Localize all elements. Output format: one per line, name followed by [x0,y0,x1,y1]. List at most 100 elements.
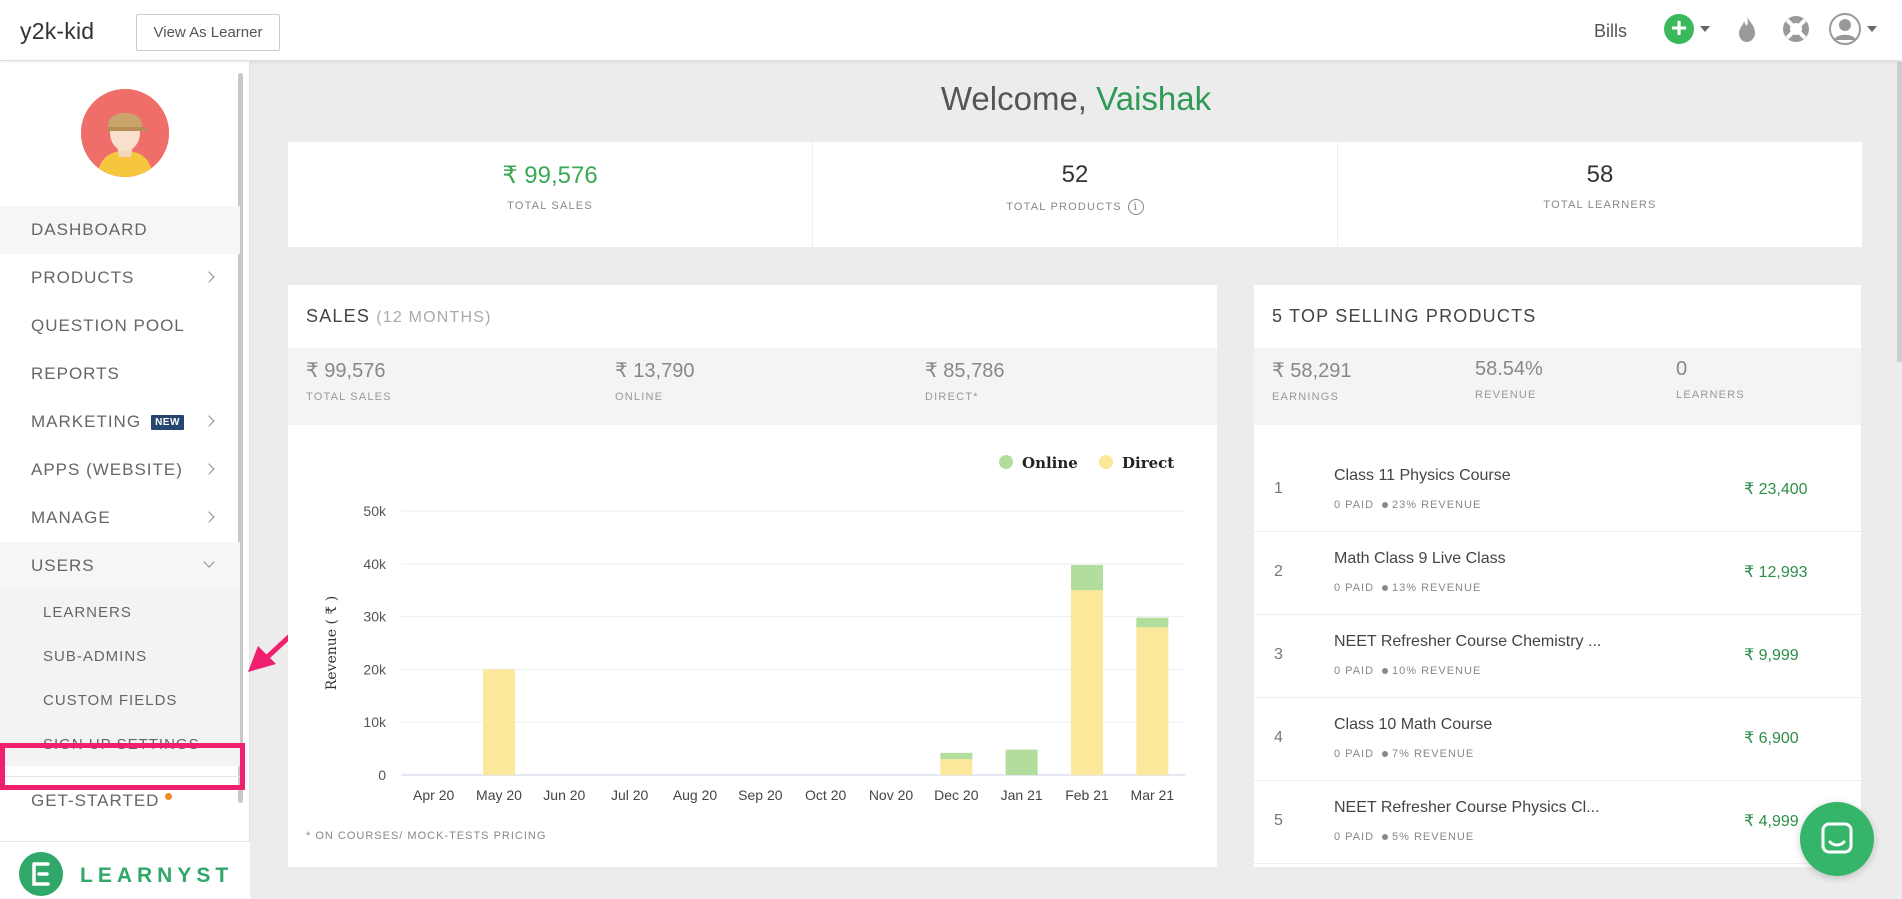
summary-value: ₹ 85,786 [925,360,1005,382]
product-rank: 3 [1274,646,1283,663]
sidebar-item-manage[interactable]: MANAGE [0,494,240,542]
new-badge: NEW [151,414,184,430]
product-revenue: 13% REVENUE [1392,582,1482,594]
learnyst-logo-text: LEARNYST [80,864,234,887]
product-name[interactable]: NEET Refresher Course Physics Cl... [1334,799,1600,816]
product-paid: 0 PAID [1334,748,1375,760]
x-tick-label: Feb 21 [1065,787,1109,803]
dot-icon [1382,751,1389,757]
chat-launcher-button[interactable] [1800,802,1874,876]
bar-direct [940,759,973,775]
product-row[interactable]: 1 Class 11 Physics Course 0 PAID 23% REVE… [1254,450,1861,532]
stat-label: TOTAL LEARNERS [1543,199,1657,211]
product-meta: 0 PAID 5% REVENUE [1334,831,1474,843]
x-tick-label: Mar 21 [1131,787,1175,803]
sales-title: SALES (12 MONTHS) [306,306,492,327]
x-tick-label: Aug 20 [673,787,718,803]
product-row[interactable]: 2 Math Class 9 Live Class 0 PAID 13% REVE… [1254,533,1861,615]
add-menu-button[interactable]: + [1664,14,1710,44]
submenu-item-custom-fields[interactable]: CUSTOM FIELDS [43,691,178,709]
sidebar-item-label: DASHBOARD [31,220,148,239]
product-rank: 5 [1274,812,1283,829]
bar-direct [1071,590,1103,775]
bar-direct [1136,627,1169,775]
product-row[interactable]: 3 NEET Refresher Course Chemistry ... 0 … [1254,616,1861,698]
y-tick-label: 0 [378,767,386,783]
product-revenue: 7% REVENUE [1392,748,1475,760]
caret-down-icon [1867,26,1877,32]
chevron-down-icon [203,556,215,568]
page-scrollbar[interactable] [1897,62,1902,362]
bar-online [1071,564,1103,591]
submenu-item-learners[interactable]: LEARNERS [43,603,132,621]
product-name[interactable]: Class 11 Physics Course [1334,467,1511,484]
product-amount: ₹ 4,999 [1744,813,1799,830]
fire-icon[interactable] [1735,15,1759,43]
bills-link[interactable]: Bills [1594,21,1628,41]
user-menu-button[interactable] [1829,13,1877,45]
sales-subtitle: (12 MONTHS) [376,309,492,326]
sidebar-item-label: MANAGE [31,508,111,527]
product-revenue: 10% REVENUE [1392,665,1482,677]
summary-value: ₹ 13,790 [615,360,695,382]
summary-label: ONLINE [615,391,664,403]
bar-direct [483,669,515,775]
top-selling-summary-row: ₹ 58,291 EARNINGS 58.54% REVENUE 0 LEARNERS [1254,348,1861,425]
welcome-prefix: Welcome, [940,80,1097,117]
legend-marker [999,455,1013,469]
sidebar-item-apps-website[interactable]: APPS (WEBSITE) [0,446,240,494]
y-tick-label: 50k [363,503,387,519]
legend-label: Online [1022,454,1078,472]
sidebar-item-label: REPORTS [31,364,120,383]
avatar-illustration [81,89,169,177]
chevron-right-icon [203,271,215,283]
sidebar-item-products[interactable]: PRODUCTS [0,254,240,302]
summary-label: LEARNERS [1676,389,1745,401]
caret-down-icon [1700,26,1710,32]
summary-label: EARNINGS [1272,391,1340,403]
legend-marker [1099,455,1113,469]
summary-label: TOTAL SALES [306,391,392,403]
bar-online [940,752,973,760]
product-paid: 0 PAID [1334,831,1375,843]
x-tick-label: Sep 20 [738,787,783,803]
product-name[interactable]: Math Class 9 Live Class [1334,550,1506,567]
summary-earnings: ₹ 58,291 EARNINGS [1272,358,1351,403]
notification-dot [165,793,173,800]
sidebar-item-label: GET-STARTED [31,790,160,810]
sidebar: DASHBOARD PRODUCTS QUESTION POOL REPORTS… [0,61,250,899]
sidebar-item-question-pool[interactable]: QUESTION POOL [0,302,240,350]
sidebar-item-users[interactable]: USERS [0,542,240,590]
summary-value: ₹ 99,576 [306,360,386,382]
lifebuoy-icon[interactable] [1781,14,1811,44]
product-row[interactable]: 5 NEET Refresher Course Physics Cl... 0 … [1254,782,1861,864]
product-revenue: 23% REVENUE [1392,499,1482,511]
sidebar-item-reports[interactable]: REPORTS [0,350,240,398]
sidebar-item-label: PRODUCTS [31,268,135,287]
sales-title-text: SALES [306,306,371,326]
info-icon[interactable]: i [1127,199,1144,215]
x-tick-label: Jun 20 [543,787,585,803]
sidebar-item-label: APPS (WEBSITE) [31,460,183,479]
sidebar-item-dashboard[interactable]: DASHBOARD [0,206,240,254]
sales-chart: 0 10k 20k 30k 40k 50k Revenue ( ₹ ) Apr 20 May 2… [324,454,1185,803]
submenu-item-sub-admins[interactable]: SUB-ADMINS [43,647,148,665]
summary-learners: 0 LEARNERS [1676,358,1745,401]
sales-summary-direct: ₹ 85,786 DIRECT* [925,358,1004,403]
product-row[interactable]: 4 Class 10 Math Course 0 PAID 7% REVENUE … [1254,699,1861,781]
avatar[interactable] [81,89,169,177]
dot-icon [1382,502,1389,508]
sidebar-scrollbar[interactable] [238,73,243,803]
sidebar-item-get-started[interactable]: GET-STARTED [0,776,240,824]
sidebar-item-label: QUESTION POOL [31,316,185,335]
stat-total-products: 52 TOTAL PRODUCTS i [812,142,1337,247]
product-name[interactable]: NEET Refresher Course Chemistry ... [1334,633,1602,650]
product-meta: 0 PAID 7% REVENUE [1334,748,1474,760]
sidebar-item-marketing[interactable]: MARKETING NEW [0,398,240,446]
brand-name[interactable]: y2k-kid [20,18,95,44]
sidebar-item-label: MARKETING [31,412,142,431]
product-name[interactable]: Class 10 Math Course [1334,716,1493,733]
product-amount: ₹ 12,993 [1744,564,1808,581]
product-amount: ₹ 23,400 [1744,481,1808,498]
view-as-learner-button[interactable]: View As Learner [136,14,280,51]
